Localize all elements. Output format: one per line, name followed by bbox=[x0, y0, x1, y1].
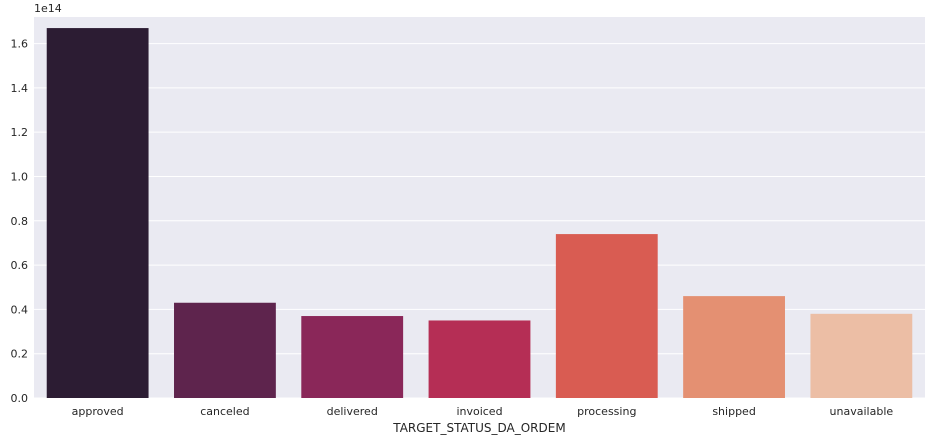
bars bbox=[46, 28, 913, 398]
bar-invoiced bbox=[428, 320, 531, 398]
x-tick-label: canceled bbox=[200, 405, 249, 418]
x-tick-label: processing bbox=[577, 405, 636, 418]
y-tick-label: 0.0 bbox=[11, 392, 29, 405]
bar-approved bbox=[46, 28, 149, 398]
y-tick-label: 0.6 bbox=[11, 259, 29, 272]
y-tick-label: 0.2 bbox=[11, 348, 29, 361]
bar-shipped bbox=[683, 296, 785, 398]
x-tick-label: shipped bbox=[712, 405, 755, 418]
x-axis-label: TARGET_STATUS_DA_ORDEM bbox=[392, 421, 565, 435]
bar-delivered bbox=[301, 316, 404, 398]
y-tick-label: 1.4 bbox=[11, 82, 29, 95]
bar-unavailable bbox=[810, 313, 913, 398]
y-tick-label: 1.0 bbox=[11, 170, 29, 183]
y-axis-ticks: 0.0 0.2 0.4 0.6 0.8 1.0 1.2 1.4 1.6 bbox=[11, 38, 29, 405]
x-axis-ticks: approved canceled delivered invoiced process… bbox=[72, 405, 894, 418]
y-tick-label: 0.4 bbox=[11, 303, 29, 316]
x-tick-label: approved bbox=[72, 405, 124, 418]
bar-processing bbox=[555, 234, 658, 398]
y-offset-label: 1e14 bbox=[34, 2, 62, 15]
y-tick-label: 0.8 bbox=[11, 215, 29, 228]
x-tick-label: unavailable bbox=[830, 405, 894, 418]
y-tick-label: 1.6 bbox=[11, 38, 29, 51]
y-tick-label: 1.2 bbox=[11, 126, 29, 139]
x-tick-label: invoiced bbox=[456, 405, 502, 418]
x-tick-label: delivered bbox=[327, 405, 378, 418]
bar-canceled bbox=[174, 302, 276, 398]
